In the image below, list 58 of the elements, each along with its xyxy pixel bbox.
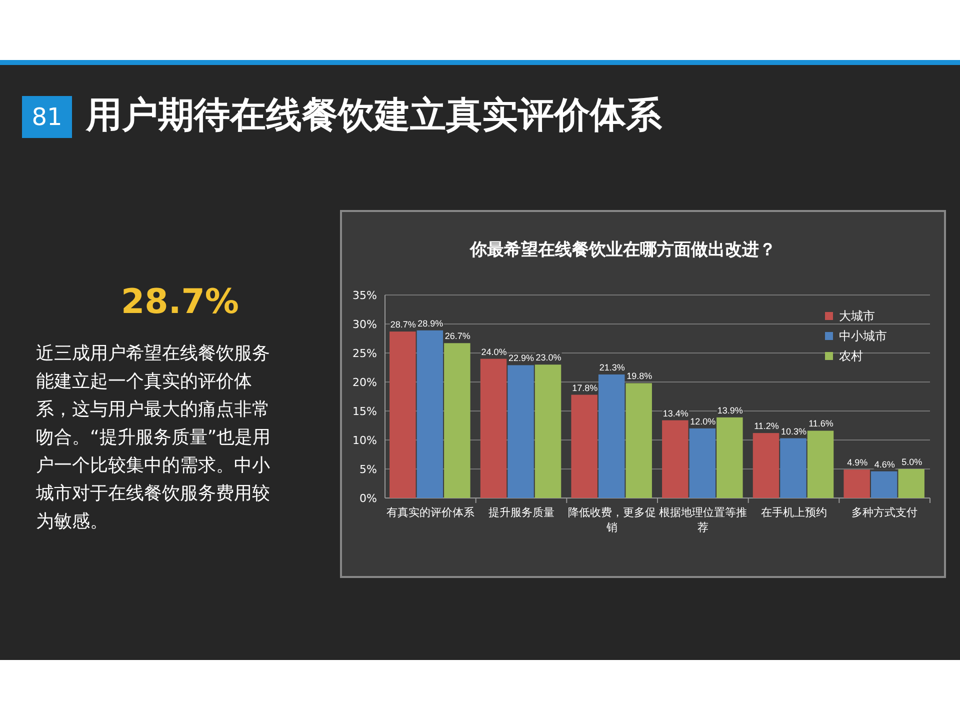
bar (662, 420, 688, 498)
bar (416, 330, 444, 498)
x-tick-label: 提升服务质量 (488, 506, 554, 519)
data-label: 4.9% (847, 458, 868, 468)
bar (480, 358, 507, 498)
bar (780, 438, 806, 498)
y-tick-label: 35% (352, 289, 377, 302)
y-tick-label: 0% (360, 492, 377, 505)
data-label: 11.6% (808, 418, 834, 429)
bar (752, 433, 780, 498)
legend-label: 大城市 (839, 309, 875, 323)
data-label: 21.3% (599, 362, 625, 372)
x-tick-label: 有真实的评价体系 (386, 506, 474, 519)
y-tick-label: 10% (352, 434, 377, 447)
data-label: 4.6% (874, 459, 895, 470)
data-label: 5.0% (902, 457, 922, 467)
bar (534, 364, 562, 498)
x-tick-label: 根据地理位置等推荐 (658, 506, 747, 534)
data-label: 13.9% (717, 405, 743, 416)
y-tick-label: 30% (352, 318, 377, 331)
legend-label: 农村 (839, 349, 863, 363)
text: 81 (22, 96, 72, 138)
text: 28.7% (120, 282, 240, 322)
bar (898, 469, 924, 498)
data-label: 13.4% (662, 408, 688, 418)
y-tick-label: 25% (352, 347, 377, 360)
text: 近三成用户希望在线餐饮服务能建立起一个真实的评价体系，这与用户最大的痛点非常吻合。“提升服务质量”也是用户一个比较集中的需求。中小城市对于在线餐饮服务费用较为敏感。 (36, 342, 272, 534)
x-tick-label: 降低收费，更多促销 (568, 506, 656, 534)
bar (870, 471, 898, 498)
bar (571, 394, 598, 498)
data-label: 22.9% (508, 353, 534, 364)
data-label: 12.0% (690, 416, 716, 426)
bar (844, 470, 870, 498)
bar (390, 332, 416, 498)
data-label: 28.7% (390, 320, 416, 330)
legend-label: 中小城市 (839, 329, 887, 343)
bar (444, 343, 470, 498)
bar (508, 365, 534, 498)
data-label: 10.3% (780, 426, 807, 436)
x-tick-label: 在手机上预约 (760, 506, 827, 519)
data-label: 17.8% (572, 382, 598, 393)
data-label: 28.9% (418, 318, 444, 328)
data-label: 23.0% (536, 352, 562, 363)
text: 用户期待在线餐饮建立真实评价体系 (86, 94, 662, 138)
y-tick-label: 20% (352, 376, 377, 389)
y-tick-label: 5% (360, 463, 377, 476)
bar (626, 383, 652, 498)
y-tick-label: 15% (352, 405, 377, 418)
chart-title: 你最希望在线餐饮业在哪方面做出改进？ (469, 240, 776, 260)
data-label: 26.7% (444, 331, 470, 342)
data-label: 24.0% (481, 346, 507, 357)
data-label: 11.2% (754, 421, 779, 432)
bar (716, 417, 743, 498)
bar (598, 374, 625, 498)
data-label: 19.8% (626, 371, 652, 382)
x-tick-label: 多种方式支付 (852, 506, 918, 519)
bar (807, 430, 834, 498)
bar (689, 428, 716, 498)
